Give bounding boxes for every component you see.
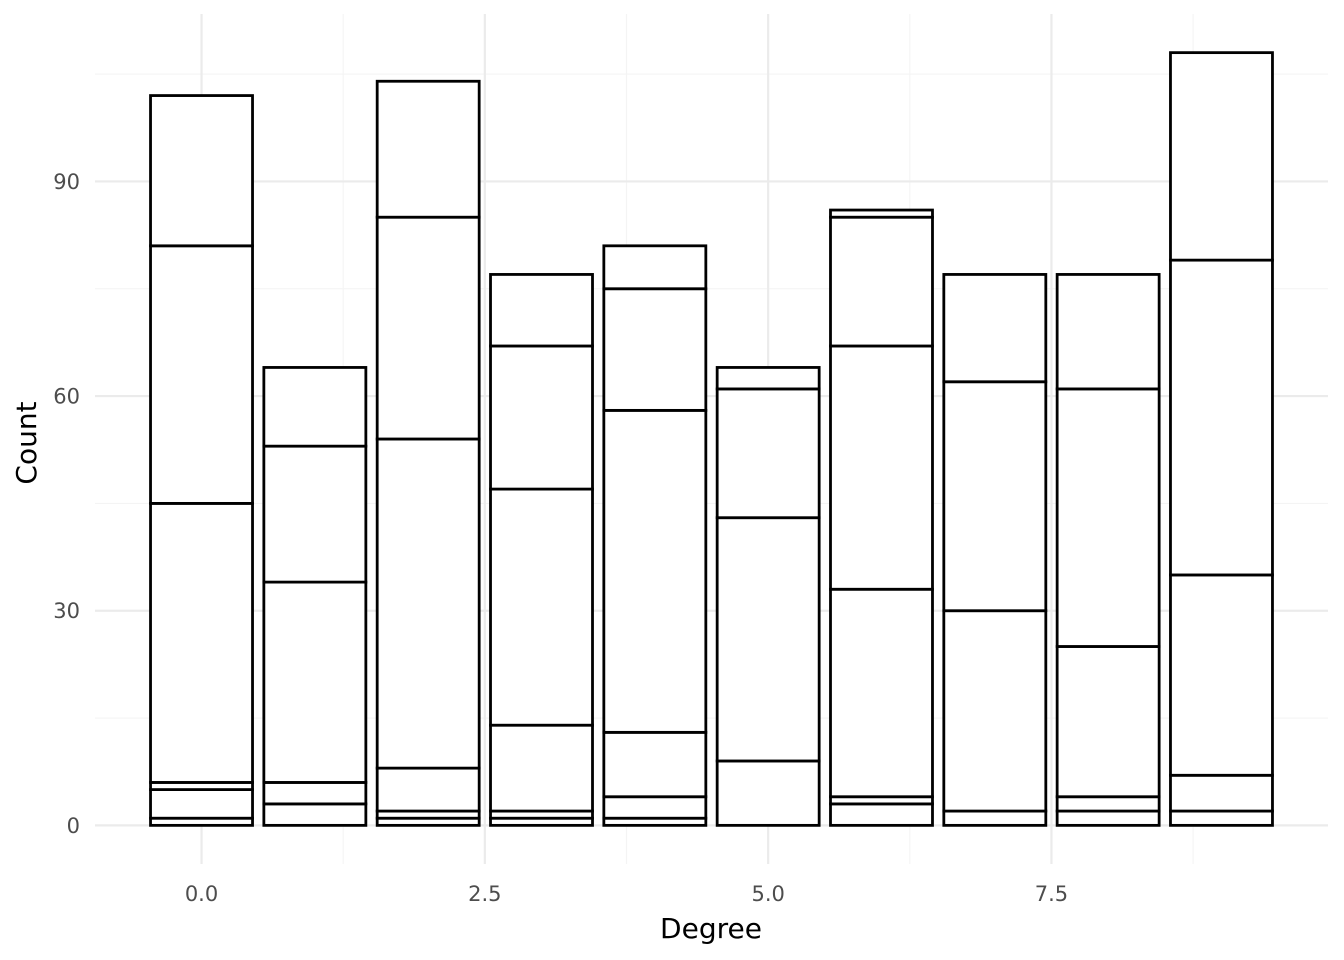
- bar-segment: [375, 766, 481, 813]
- bar-segment: [942, 609, 1048, 813]
- bar-stack: [1055, 273, 1161, 827]
- bar-segment: [1169, 573, 1274, 777]
- x-tick-label: 2.5: [468, 882, 501, 906]
- bar-segment: [1169, 51, 1274, 262]
- bar-segment: [829, 587, 934, 799]
- bar-stack: [829, 208, 934, 827]
- bar-segment: [1055, 387, 1161, 648]
- y-axis-ticks: 0 30 60 90: [53, 170, 80, 838]
- y-axis-title: Count: [10, 401, 43, 484]
- x-tick-label: 7.5: [1035, 882, 1068, 906]
- bar-segment: [602, 244, 708, 291]
- bar-segment: [375, 79, 481, 219]
- bar-segment: [262, 802, 368, 827]
- bar-segment: [375, 437, 481, 770]
- bar-segment: [262, 366, 368, 448]
- bar-segment: [829, 802, 934, 827]
- bar-segment: [1169, 773, 1274, 813]
- x-tick-label: 5.0: [751, 882, 784, 906]
- bar-stack: [489, 273, 594, 827]
- bar-stack: [262, 366, 368, 827]
- x-axis-title: Degree: [660, 912, 762, 945]
- bar-segment: [829, 344, 934, 591]
- bar-segment: [489, 344, 594, 491]
- bar-segment: [375, 215, 481, 441]
- bar-segment: [262, 580, 368, 784]
- bar-segment: [715, 516, 821, 763]
- bar-segment: [149, 788, 254, 820]
- bar-segment: [715, 366, 821, 391]
- bar-segment: [942, 380, 1048, 613]
- bars: [149, 51, 1274, 827]
- bar-segment: [489, 723, 594, 813]
- bar-stack: [375, 79, 481, 827]
- bar-segment: [942, 273, 1048, 384]
- bar-stack: [602, 244, 708, 827]
- x-tick-label: 0.0: [185, 882, 218, 906]
- bar-segment: [1055, 795, 1161, 813]
- y-tick-label: 0: [67, 814, 80, 838]
- bar-segment: [149, 501, 254, 784]
- bar-segment: [715, 387, 821, 520]
- bar-segment: [149, 244, 254, 505]
- y-tick-label: 30: [53, 599, 80, 623]
- bar-segment: [1169, 809, 1274, 827]
- bar-segment: [942, 809, 1048, 827]
- bar-stack: [715, 366, 821, 827]
- x-axis-ticks: 0.0 2.5 5.0 7.5: [185, 882, 1068, 906]
- bar-segment: [489, 273, 594, 348]
- bar-segment: [1055, 809, 1161, 827]
- bar-segment: [602, 287, 708, 412]
- bar-segment: [602, 730, 708, 799]
- bar-segment: [829, 215, 934, 348]
- bar-stack: [149, 94, 254, 827]
- bar-stack: [942, 273, 1048, 827]
- bar-segment: [829, 208, 934, 219]
- bar-segment: [1055, 273, 1161, 391]
- bar-segment: [489, 487, 594, 727]
- bar-segment: [715, 759, 821, 827]
- y-tick-label: 90: [53, 170, 80, 194]
- bar-segment: [262, 781, 368, 806]
- bar-segment: [602, 795, 708, 820]
- bar-segment: [1169, 258, 1274, 577]
- y-tick-label: 60: [53, 385, 80, 409]
- bar-stack: [1169, 51, 1274, 827]
- bar-segment: [262, 444, 368, 584]
- bar-segment: [149, 94, 254, 248]
- bar-segment: [602, 408, 708, 734]
- bar-segment: [1055, 645, 1161, 799]
